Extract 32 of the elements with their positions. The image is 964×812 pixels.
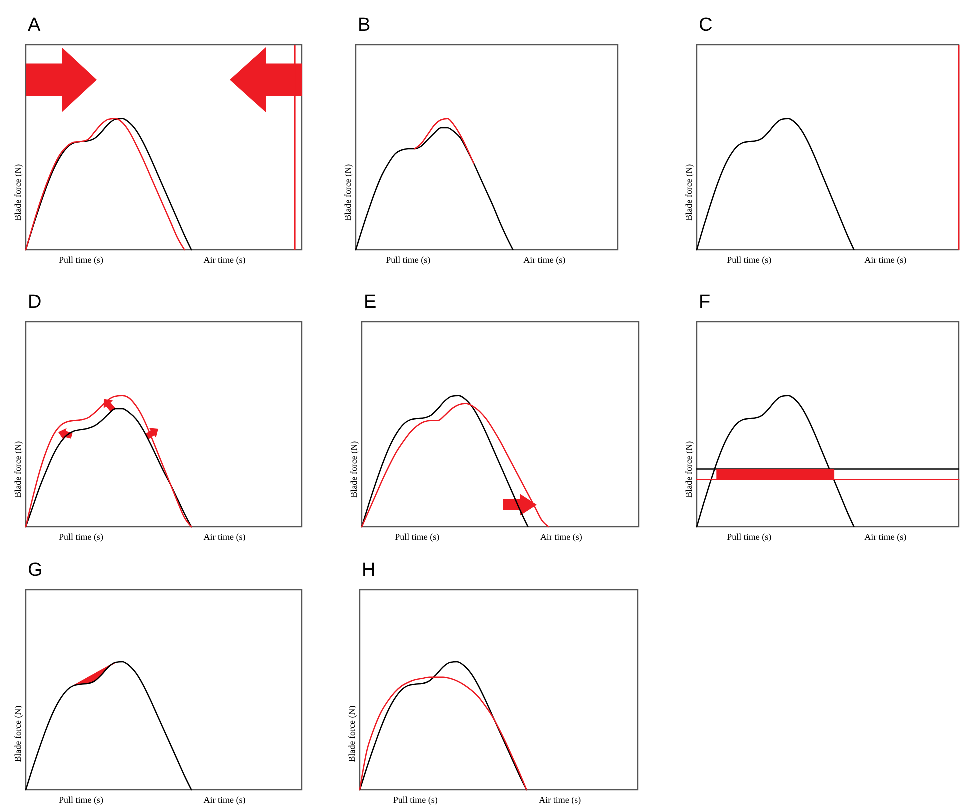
text: Pull time (s) — [727, 532, 772, 542]
chart-title: A — [28, 15, 41, 36]
chart-title: B — [358, 15, 371, 36]
text: Air time (s) — [524, 255, 566, 265]
y-axis-title: Blade force (N) — [13, 441, 23, 498]
chart-title: H — [362, 560, 376, 581]
text: Pull time (s) — [727, 255, 772, 265]
text: Pull time (s) — [58, 795, 104, 805]
text: Air time (s) — [204, 795, 246, 805]
text: Pull time (s) — [58, 532, 104, 542]
text: Air time (s) — [864, 532, 907, 542]
chart-title: E — [364, 292, 377, 313]
y-axis-title: Blade force (N) — [684, 441, 694, 498]
text: Air time (s) — [864, 255, 907, 265]
chart-title: D — [28, 292, 42, 313]
chart-title: F — [699, 292, 711, 313]
text: Pull time (s) — [58, 255, 104, 265]
text: Pull time (s) — [393, 795, 438, 805]
text: Pull time (s) — [386, 255, 431, 265]
text: Pull time (s) — [395, 532, 440, 542]
chart-title: C — [699, 15, 713, 36]
y-axis-title: Blade force (N) — [347, 706, 357, 762]
y-axis-title: Blade force (N) — [13, 706, 23, 762]
text: Air time (s) — [540, 532, 582, 542]
y-axis-title: Blade force (N) — [349, 441, 359, 498]
y-axis-title: Blade force (N) — [343, 164, 353, 221]
chart-title: G — [28, 560, 43, 581]
y-axis-title: Blade force (N) — [13, 164, 23, 221]
text: Air time (s) — [539, 795, 582, 805]
y-axis-title: Blade force (N) — [684, 164, 694, 221]
text: Air time (s) — [204, 255, 246, 265]
text: Air time (s) — [204, 532, 246, 542]
